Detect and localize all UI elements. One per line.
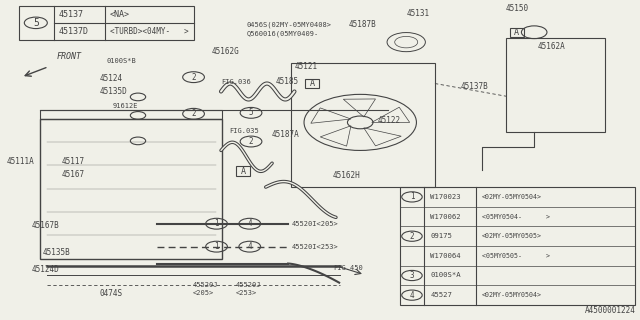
Text: 45135D: 45135D	[100, 87, 127, 96]
Text: 4: 4	[248, 219, 252, 228]
Text: <205>: <205>	[192, 290, 214, 296]
Text: 45162H: 45162H	[333, 172, 360, 180]
Text: 45137: 45137	[59, 10, 84, 19]
Text: FIG.450: FIG.450	[333, 265, 362, 271]
Text: 0100S*B: 0100S*B	[106, 58, 136, 64]
Text: 0100S*A: 0100S*A	[431, 273, 461, 278]
Bar	[291, 63, 435, 187]
Text: 91612E: 91612E	[113, 103, 138, 109]
Text: 45137D: 45137D	[59, 27, 89, 36]
Text: 45137B: 45137B	[461, 82, 488, 91]
Text: <TURBD><04MY-   >: <TURBD><04MY- >	[110, 27, 189, 36]
Bar	[40, 119, 222, 259]
Text: 2: 2	[191, 73, 196, 82]
Bar	[305, 79, 319, 88]
Text: W170064: W170064	[431, 253, 461, 259]
Text: 45122: 45122	[378, 116, 401, 125]
Text: <02MY-05MY0504>: <02MY-05MY0504>	[481, 194, 541, 200]
Text: 45167B: 45167B	[31, 221, 59, 230]
Text: 45150: 45150	[505, 4, 529, 13]
Text: 1: 1	[214, 219, 219, 228]
Text: <05MY0504-      >: <05MY0504- >	[481, 213, 550, 220]
Text: 09175: 09175	[431, 233, 452, 239]
Text: <NA>: <NA>	[110, 10, 130, 19]
Bar	[509, 28, 524, 37]
Text: 45187A: 45187A	[272, 130, 300, 139]
Text: FIG.036: FIG.036	[221, 79, 251, 85]
Text: <05MY0505-      >: <05MY0505- >	[481, 253, 550, 259]
Text: 45162G: 45162G	[211, 47, 239, 56]
Text: 45167: 45167	[61, 170, 84, 179]
Text: 45520J: 45520J	[236, 282, 261, 288]
Text: 4: 4	[248, 242, 252, 251]
Text: 1: 1	[410, 192, 414, 201]
Bar	[506, 38, 605, 132]
Text: 45527: 45527	[431, 292, 452, 298]
Text: 0456S(02MY-05MY0408>: 0456S(02MY-05MY0408>	[246, 21, 332, 28]
Text: 4: 4	[410, 291, 414, 300]
Text: 45162A: 45162A	[537, 42, 565, 52]
Text: <253>: <253>	[236, 290, 257, 296]
Text: 45185: 45185	[275, 77, 298, 86]
Text: <02MY-05MY0505>: <02MY-05MY0505>	[481, 233, 541, 239]
Text: 45187B: 45187B	[349, 20, 376, 29]
Text: 45520I<253>: 45520I<253>	[291, 244, 338, 250]
Text: 1: 1	[214, 242, 219, 251]
Text: 45131: 45131	[406, 9, 429, 18]
Text: A: A	[310, 79, 315, 88]
Bar	[236, 166, 250, 176]
Text: A: A	[241, 167, 246, 176]
Text: 2: 2	[249, 137, 253, 146]
Text: 45135B: 45135B	[42, 248, 70, 257]
Text: <02MY-05MY0504>: <02MY-05MY0504>	[481, 292, 541, 298]
Text: 45117: 45117	[61, 157, 84, 166]
Text: 2: 2	[191, 109, 196, 118]
Text: 45520I<205>: 45520I<205>	[291, 221, 338, 227]
Text: 45121: 45121	[294, 61, 317, 70]
Text: 2: 2	[410, 232, 414, 241]
Text: W170023: W170023	[431, 194, 461, 200]
Text: A: A	[514, 28, 519, 37]
Text: 45124: 45124	[100, 74, 123, 83]
Text: FIG.035: FIG.035	[229, 128, 259, 134]
Text: 45520J: 45520J	[192, 282, 218, 288]
Text: W170062: W170062	[431, 213, 461, 220]
Text: 3: 3	[410, 271, 414, 280]
Bar	[400, 187, 635, 305]
Bar	[19, 6, 194, 40]
Text: 5: 5	[33, 18, 39, 28]
Bar	[40, 110, 222, 119]
Text: 5: 5	[249, 108, 253, 117]
Text: 45124D: 45124D	[31, 265, 59, 275]
Text: A4500001224: A4500001224	[585, 307, 636, 316]
Text: 45111A: 45111A	[7, 157, 35, 166]
Text: FRONT: FRONT	[57, 52, 82, 61]
Text: 0474S: 0474S	[100, 289, 123, 298]
Text: Q560016(05MY0409-: Q560016(05MY0409-	[246, 31, 319, 37]
